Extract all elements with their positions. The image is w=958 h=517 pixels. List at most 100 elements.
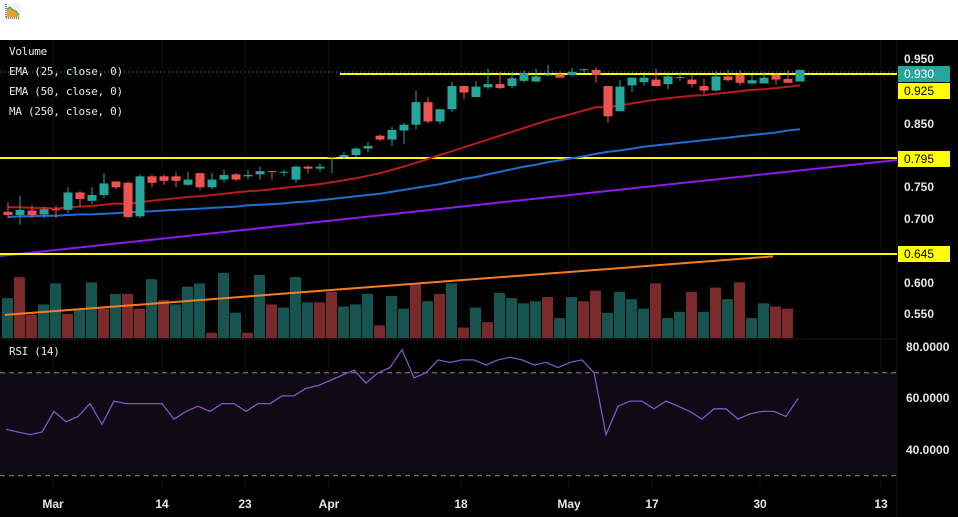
candle-body xyxy=(363,146,373,149)
volume-bar xyxy=(650,283,661,338)
price-tick: 0.700 xyxy=(904,212,935,226)
volume-bar xyxy=(518,303,529,338)
candle-body xyxy=(207,179,217,188)
candle-body xyxy=(159,176,169,181)
time-label: 18 xyxy=(454,497,468,511)
candle-body xyxy=(567,71,577,76)
hline-price-tag: 0.925 xyxy=(898,83,950,99)
volume-bar xyxy=(398,308,409,338)
rsi-band xyxy=(0,372,897,476)
candle-body xyxy=(435,109,445,122)
candle-body xyxy=(759,77,769,84)
candle-body xyxy=(75,192,85,199)
volume-bar xyxy=(458,327,469,338)
candle-body xyxy=(63,192,73,210)
volume-bar xyxy=(122,293,133,338)
volume-bar xyxy=(206,332,217,338)
volume-bar xyxy=(506,298,517,338)
title-bar xyxy=(0,0,958,40)
candle-body xyxy=(87,195,97,201)
price-tick: 0.750 xyxy=(904,180,935,194)
candle-body xyxy=(699,86,709,91)
volume-bar xyxy=(422,301,433,338)
candle-body xyxy=(147,176,157,183)
volume-bar xyxy=(158,300,169,338)
volume-bar xyxy=(26,314,37,338)
candle-body xyxy=(135,176,145,217)
candle-body xyxy=(387,129,397,140)
time-label: 23 xyxy=(238,497,252,511)
candle-body xyxy=(423,102,433,122)
volume-bar xyxy=(758,303,769,338)
candle-body xyxy=(735,75,745,83)
candle-body xyxy=(3,211,13,216)
candle-body xyxy=(447,86,457,110)
volume-bar xyxy=(194,283,205,338)
volume-bar xyxy=(326,291,337,338)
candle-body xyxy=(771,75,781,80)
volume-bar xyxy=(746,318,757,338)
volume-bar xyxy=(62,313,73,338)
volume-bar xyxy=(566,297,577,338)
hline-price-tag: 0.645 xyxy=(898,246,950,262)
candle-body xyxy=(243,175,253,177)
volume-bar xyxy=(542,297,553,338)
candle-body xyxy=(375,135,385,140)
price-tick: 0.950 xyxy=(904,52,935,66)
volume-bar xyxy=(674,311,685,338)
ma250-line xyxy=(0,159,898,257)
volume-bar xyxy=(446,283,457,338)
volume-bar xyxy=(38,304,49,338)
candle-body xyxy=(627,77,637,86)
volume-bar xyxy=(770,306,781,338)
candle-body xyxy=(315,166,325,169)
volume-ma-line xyxy=(4,255,774,316)
candle-body xyxy=(783,78,793,83)
legend-ma250: MA (250, close, 0) xyxy=(9,105,123,118)
volume-bar xyxy=(74,308,85,338)
candle-body xyxy=(651,79,661,87)
candle-body xyxy=(51,209,61,211)
volume-bar xyxy=(386,296,397,338)
volume-bar xyxy=(638,308,649,338)
candle-body xyxy=(471,86,481,97)
volume-bar xyxy=(530,301,541,338)
candle-body xyxy=(711,76,721,91)
volume-bar xyxy=(242,332,253,338)
candle-body xyxy=(591,69,601,76)
volume-bar xyxy=(578,301,589,338)
candle-body xyxy=(231,174,241,180)
time-label: Apr xyxy=(318,497,340,511)
candle-body xyxy=(339,155,349,157)
volume-bar xyxy=(686,291,697,338)
candle-body xyxy=(495,84,505,88)
volume-bar xyxy=(314,302,325,338)
candle-body xyxy=(195,173,205,188)
candle-body xyxy=(267,171,277,173)
legend-rsi: RSI (14) xyxy=(9,345,60,358)
volume-bar xyxy=(614,291,625,338)
candle-body xyxy=(111,181,121,188)
volume-bar xyxy=(134,308,145,338)
volume-bar xyxy=(470,307,481,338)
legend-volume: Volume xyxy=(9,45,47,58)
candle-body xyxy=(171,176,181,181)
volume-bar xyxy=(374,325,385,338)
time-label: 30 xyxy=(753,497,767,511)
volume-bar xyxy=(482,322,493,338)
volume-bar xyxy=(410,283,421,338)
volume-bar xyxy=(98,308,109,338)
rsi-tick: 80.0000 xyxy=(906,340,950,354)
candle-body xyxy=(303,166,313,169)
candle-body xyxy=(507,78,517,87)
time-label: Mar xyxy=(42,497,64,511)
time-label: 17 xyxy=(645,497,659,511)
candle-body xyxy=(351,148,361,156)
volume-bar xyxy=(182,286,193,338)
volume-bar xyxy=(170,304,181,338)
volume-bar xyxy=(278,307,289,338)
candle-body xyxy=(555,74,565,78)
volume-bar xyxy=(2,298,13,338)
volume-bar xyxy=(290,277,301,338)
